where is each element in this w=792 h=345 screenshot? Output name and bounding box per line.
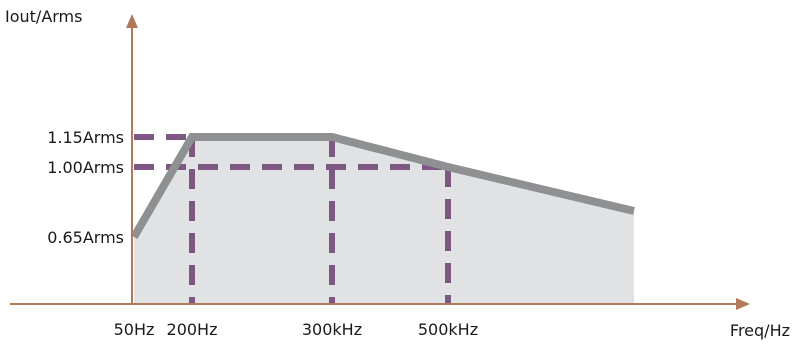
y-tick-label-0: 0.65Arms [47, 228, 124, 247]
x-tick-label-0: 50Hz [114, 320, 155, 339]
x-tick-label-1: 200Hz [167, 320, 218, 339]
y-axis-label: Iout/Arms [5, 7, 82, 26]
area-fill [134, 137, 634, 304]
tick-labels: 0.65Arms 1.00Arms 1.15Arms 50Hz 200Hz 300kHz 5… [47, 128, 478, 339]
series-line-layer [130, 133, 635, 240]
y-tick-label-1: 1.00Arms [47, 158, 124, 177]
y-tick-label-2: 1.15Arms [47, 128, 124, 147]
reference-lines [134, 134, 451, 304]
x-axis-arrow [736, 298, 750, 310]
x-tick-label-2: 300kHz [302, 320, 362, 339]
axes [10, 14, 750, 310]
x-axis-label: Freq/Hz [730, 321, 790, 340]
x-tick-label-3: 500kHz [418, 320, 478, 339]
y-axis-arrow [126, 14, 138, 28]
plot-area [134, 137, 634, 304]
